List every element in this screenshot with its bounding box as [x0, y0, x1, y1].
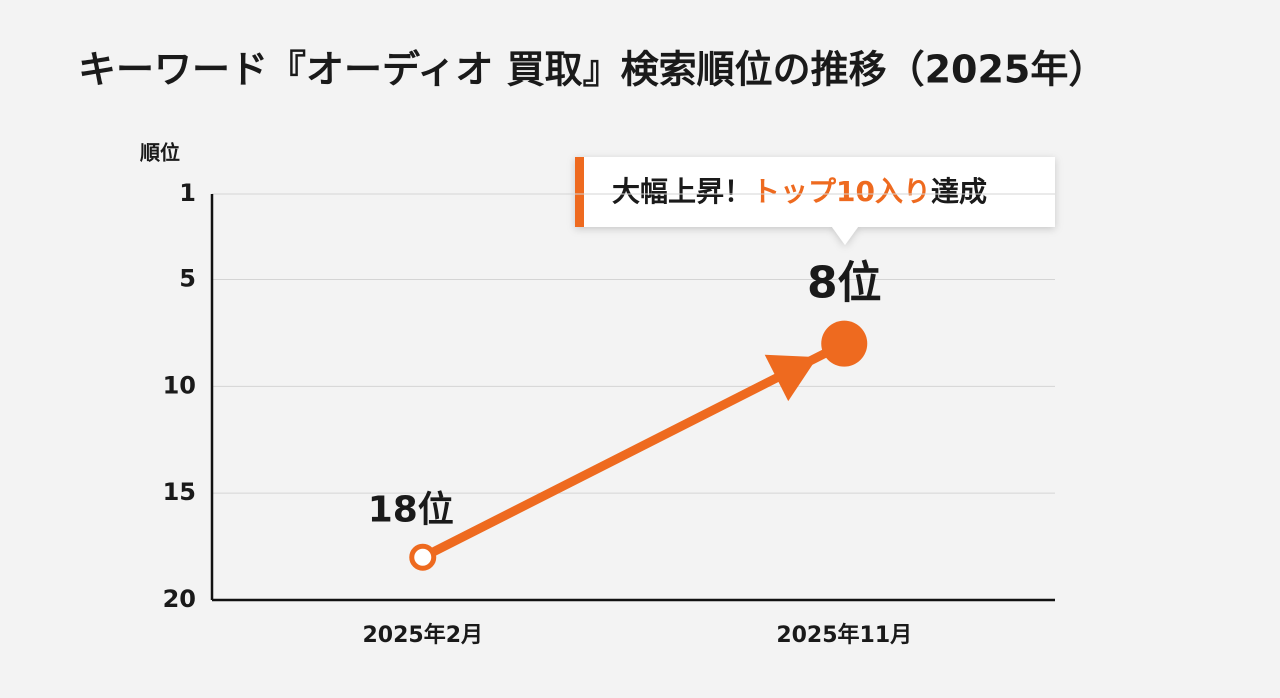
y-tick-label: 1: [179, 179, 196, 207]
point: [409, 543, 437, 571]
arrow-head: [764, 354, 818, 402]
callout: 大幅上昇！トップ10入り達成: [575, 157, 1055, 245]
data-label: 18位: [368, 489, 454, 530]
point: [821, 320, 868, 367]
y-axis-label: 順位: [140, 141, 180, 165]
callout-highlight: トップ10入り: [752, 175, 931, 208]
line: [420, 339, 847, 562]
x-tick-label: 2025年2月: [362, 622, 483, 648]
callout-part: 達成: [931, 175, 987, 208]
callout-text: 大幅上昇！トップ10入り達成: [612, 175, 987, 208]
y-tick-label: 20: [163, 585, 196, 613]
callout-bar: [575, 157, 584, 227]
chart-title: キーワード『オーディオ 買取』検索順位の推移（2025年）: [78, 48, 1106, 92]
y-tick-label: 15: [163, 478, 196, 506]
callout-part: 大幅上昇！: [612, 175, 752, 208]
data-label: 8位: [807, 258, 882, 309]
x-tick-label: 2025年11月: [776, 622, 912, 648]
y-tick-label: 5: [179, 264, 196, 292]
callout-box: [575, 157, 1055, 245]
y-tick-label: 10: [163, 371, 196, 399]
